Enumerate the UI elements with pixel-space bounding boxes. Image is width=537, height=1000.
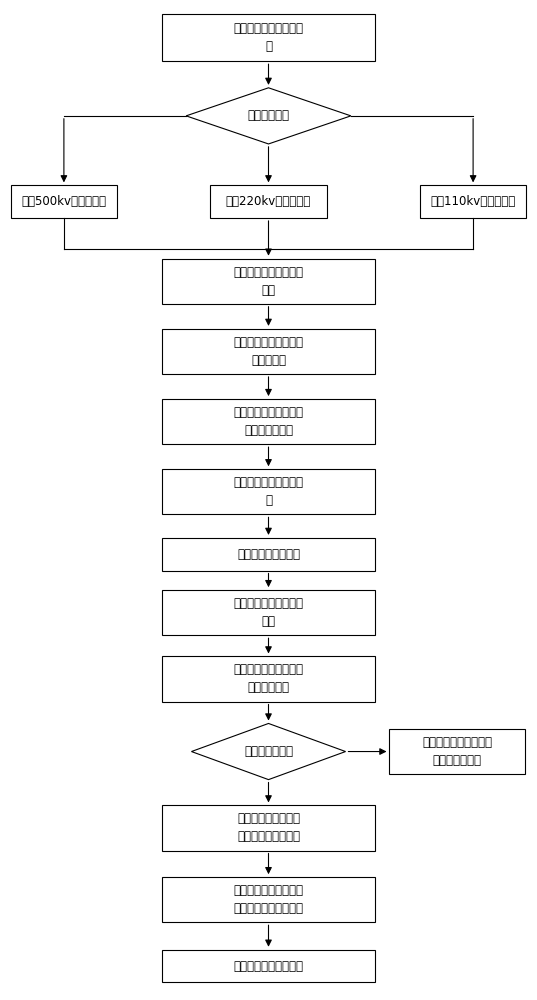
- Text: 遍历该电压等级下所有
方案: 遍历该电压等级下所有 方案: [234, 266, 303, 297]
- FancyBboxPatch shape: [420, 185, 526, 218]
- FancyBboxPatch shape: [162, 590, 375, 635]
- Text: 参数与模块一致: 参数与模块一致: [244, 745, 293, 758]
- Text: 找出得分最高的方案: 找出得分最高的方案: [237, 548, 300, 561]
- FancyBboxPatch shape: [162, 259, 375, 304]
- Text: 用方案标准数据作为该
工程的测算数据: 用方案标准数据作为该 工程的测算数据: [422, 736, 492, 767]
- FancyBboxPatch shape: [11, 185, 117, 218]
- FancyBboxPatch shape: [162, 14, 375, 61]
- Text: 按不同权重对参数的匹
配程度进行评分: 按不同权重对参数的匹 配程度进行评分: [234, 406, 303, 437]
- FancyBboxPatch shape: [389, 729, 525, 774]
- FancyBboxPatch shape: [162, 805, 375, 851]
- Polygon shape: [192, 723, 345, 780]
- Text: 输入变电站工程核心参
数: 输入变电站工程核心参 数: [234, 22, 303, 53]
- Text: 汇总每一方案的匹配分
数: 汇总每一方案的匹配分 数: [234, 476, 303, 507]
- Text: 用方案标准成本，加上
或减去子模块增减数据: 用方案标准成本，加上 或减去子模块增减数据: [234, 884, 303, 915]
- FancyBboxPatch shape: [162, 950, 375, 982]
- FancyBboxPatch shape: [162, 877, 375, 922]
- Polygon shape: [186, 88, 351, 144]
- Text: 选择500kv变电标准库: 选择500kv变电标准库: [21, 195, 106, 208]
- FancyBboxPatch shape: [162, 656, 375, 702]
- Text: 根据核心参数与方案基
础模块数比对: 根据核心参数与方案基 础模块数比对: [234, 663, 303, 694]
- Text: 得到该工程的测算数据: 得到该工程的测算数据: [234, 960, 303, 973]
- Text: 根据子模块数量的增
减，计算增减的数据: 根据子模块数量的增 减，计算增减的数据: [237, 812, 300, 843]
- Text: 查找该方案的标准数据
数值: 查找该方案的标准数据 数值: [234, 597, 303, 628]
- FancyBboxPatch shape: [162, 538, 375, 571]
- FancyBboxPatch shape: [162, 329, 375, 374]
- Text: 针对每一方案，逐一匹
配核心参数: 针对每一方案，逐一匹 配核心参数: [234, 336, 303, 367]
- FancyBboxPatch shape: [162, 399, 375, 444]
- FancyBboxPatch shape: [162, 469, 375, 514]
- FancyBboxPatch shape: [210, 185, 327, 218]
- Text: 选择220kv变电标准库: 选择220kv变电标准库: [226, 195, 311, 208]
- Text: 选择110kv变电标准库: 选择110kv变电标准库: [431, 195, 516, 208]
- Text: 判断电压等级: 判断电压等级: [248, 109, 289, 122]
